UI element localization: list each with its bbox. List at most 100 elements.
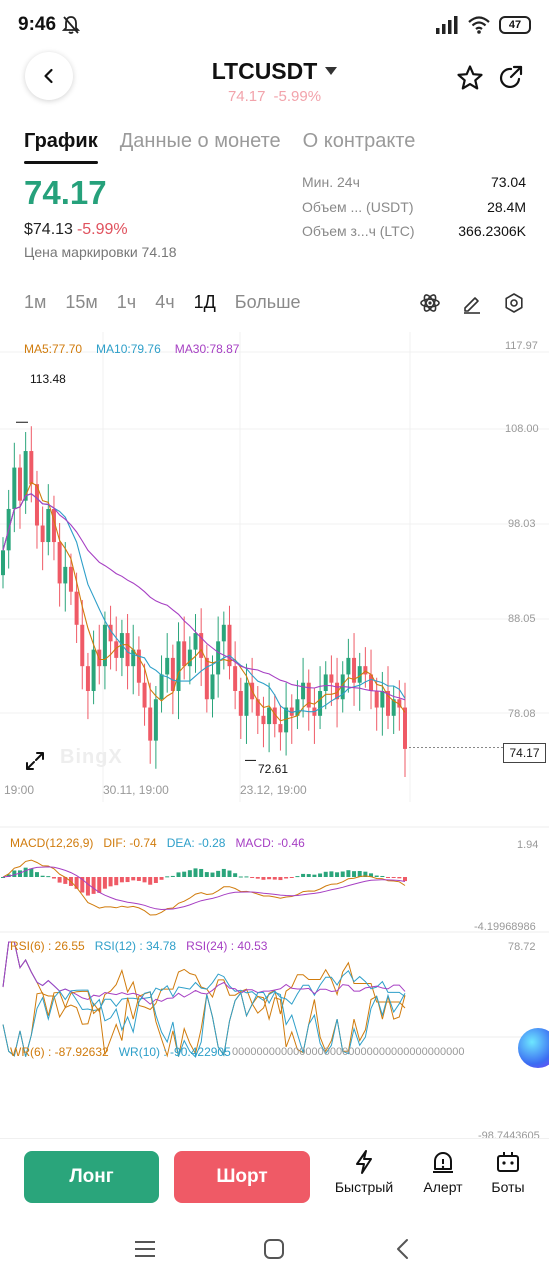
macd-bar (267, 877, 272, 880)
candle-body (46, 508, 51, 543)
price-axis-label: 98.03 (508, 518, 536, 530)
candle-body (23, 451, 28, 501)
wr6-label: WR(6) : -87.92632 (10, 1045, 109, 1059)
rsi12-label: RSI(12) : 34.78 (94, 939, 177, 953)
watermark: BingX (60, 746, 123, 768)
macd-bar (255, 877, 260, 879)
macd-bar (295, 876, 300, 878)
candle-body (216, 641, 221, 675)
macd-bar (340, 871, 345, 877)
macd-bar (284, 877, 289, 879)
macd-bar (165, 876, 170, 878)
macd-bar (187, 870, 192, 877)
symbol-selector[interactable]: LTCUSDT (0, 58, 549, 85)
candle-body (176, 641, 181, 691)
candle-body (199, 633, 204, 658)
candle-body (12, 467, 17, 509)
macd-bar (119, 877, 124, 883)
candle-body (380, 690, 385, 708)
home-square-icon[interactable] (261, 1236, 287, 1262)
macd-axis-top: 1.94 (517, 839, 539, 851)
candle-body (210, 674, 215, 700)
date-axis-label: 23.12, 19:00 (240, 783, 307, 797)
macd-bar (238, 876, 243, 878)
ma-line (2, 493, 406, 714)
candle-body (142, 682, 147, 708)
candle-body (114, 641, 119, 658)
macd-bar (136, 877, 141, 881)
macd-bar (12, 870, 17, 877)
macd-bar (301, 873, 306, 877)
back-nav-icon[interactable] (391, 1236, 417, 1262)
short-button[interactable]: Шорт (174, 1151, 310, 1203)
back-button[interactable] (25, 52, 73, 100)
candle-body (346, 657, 351, 675)
tab-chart[interactable]: График (24, 130, 98, 164)
interval-4h[interactable]: 4ч (155, 292, 175, 312)
candle-body (329, 674, 334, 683)
candle-body (1, 550, 5, 576)
macd-value: MACD: -0.46 (235, 836, 305, 850)
draw-pencil-icon[interactable] (461, 292, 483, 314)
macd-bar (335, 872, 340, 877)
rsi-legend: RSI(6) : 26.55 RSI(12) : 34.78 RSI(24) :… (10, 939, 267, 953)
status-icons: 47 (435, 14, 531, 36)
bots-button[interactable]: Боты (473, 1149, 543, 1195)
candle-body (323, 674, 328, 691)
tab-coin-data[interactable]: Данные о монете (119, 130, 281, 152)
macd-bar (391, 877, 396, 878)
price-axis-label: 108.00 (505, 423, 539, 435)
chart-area[interactable]: MA5:77.70 MA10:79.76 MA30:78.87 117.97 1… (0, 332, 549, 1140)
candle-body (261, 715, 266, 725)
macd-bar (227, 870, 232, 877)
interval-more[interactable]: Больше (234, 292, 301, 312)
interval-1m[interactable]: 1м (24, 292, 47, 312)
macd-bar (91, 877, 96, 894)
usd-change: -5.99% (76, 221, 128, 238)
rsi6-label: RSI(6) : 26.55 (10, 939, 85, 953)
indicators-atom-icon[interactable] (419, 292, 441, 314)
assistant-bubble-icon[interactable] (518, 1028, 549, 1068)
long-button[interactable]: Лонг (24, 1151, 159, 1203)
candle-body (125, 633, 130, 667)
stat-label: Объем ... (USDT) (302, 198, 414, 215)
status-bar: 9:46 47 (0, 0, 549, 52)
rsi24-label: RSI(24) : 40.53 (186, 939, 268, 953)
macd-bar (176, 872, 181, 877)
macd-bar (131, 877, 136, 881)
bell-off-icon (62, 16, 80, 34)
macd-bar (40, 875, 45, 877)
macd-bar (386, 877, 391, 878)
candle-body (272, 707, 277, 725)
alert-button[interactable]: Алерт (408, 1149, 478, 1195)
candle-body (136, 649, 141, 683)
macd-legend: MACD(12,26,9) DIF: -0.74 DEA: -0.28 MACD… (10, 836, 305, 850)
macd-bar (6, 874, 11, 877)
menu-icon[interactable] (132, 1236, 158, 1262)
macd-dea: DEA: -0.28 (166, 836, 226, 850)
expand-icon[interactable] (24, 750, 46, 772)
macd-bar (204, 872, 209, 877)
price-chart[interactable] (0, 332, 549, 1140)
last-price: 74.17 (24, 174, 107, 211)
tab-contract[interactable]: О контракте (302, 130, 416, 152)
share-icon[interactable] (497, 64, 525, 92)
candle-body (233, 666, 238, 691)
candle-body (255, 699, 260, 716)
date-axis-label: 19:00 (4, 783, 35, 797)
interval-15m[interactable]: 15м (65, 292, 98, 312)
interval-selector: 1м 15м 1ч 4ч 1Д Больше (24, 292, 301, 316)
candle-body (227, 624, 232, 667)
interval-1d[interactable]: 1Д (193, 292, 216, 312)
settings-gear-icon[interactable] (503, 292, 525, 314)
macd-bar (142, 877, 147, 883)
favorite-star-icon[interactable] (456, 64, 484, 92)
macd-bar (97, 877, 102, 893)
candle-body (403, 707, 407, 749)
quick-trade-button[interactable]: Быстрый (329, 1149, 399, 1195)
macd-bar (51, 877, 56, 879)
interval-1h[interactable]: 1ч (116, 292, 137, 312)
macd-bar (57, 877, 62, 883)
macd-bar (148, 877, 153, 885)
candle-body (386, 690, 391, 716)
